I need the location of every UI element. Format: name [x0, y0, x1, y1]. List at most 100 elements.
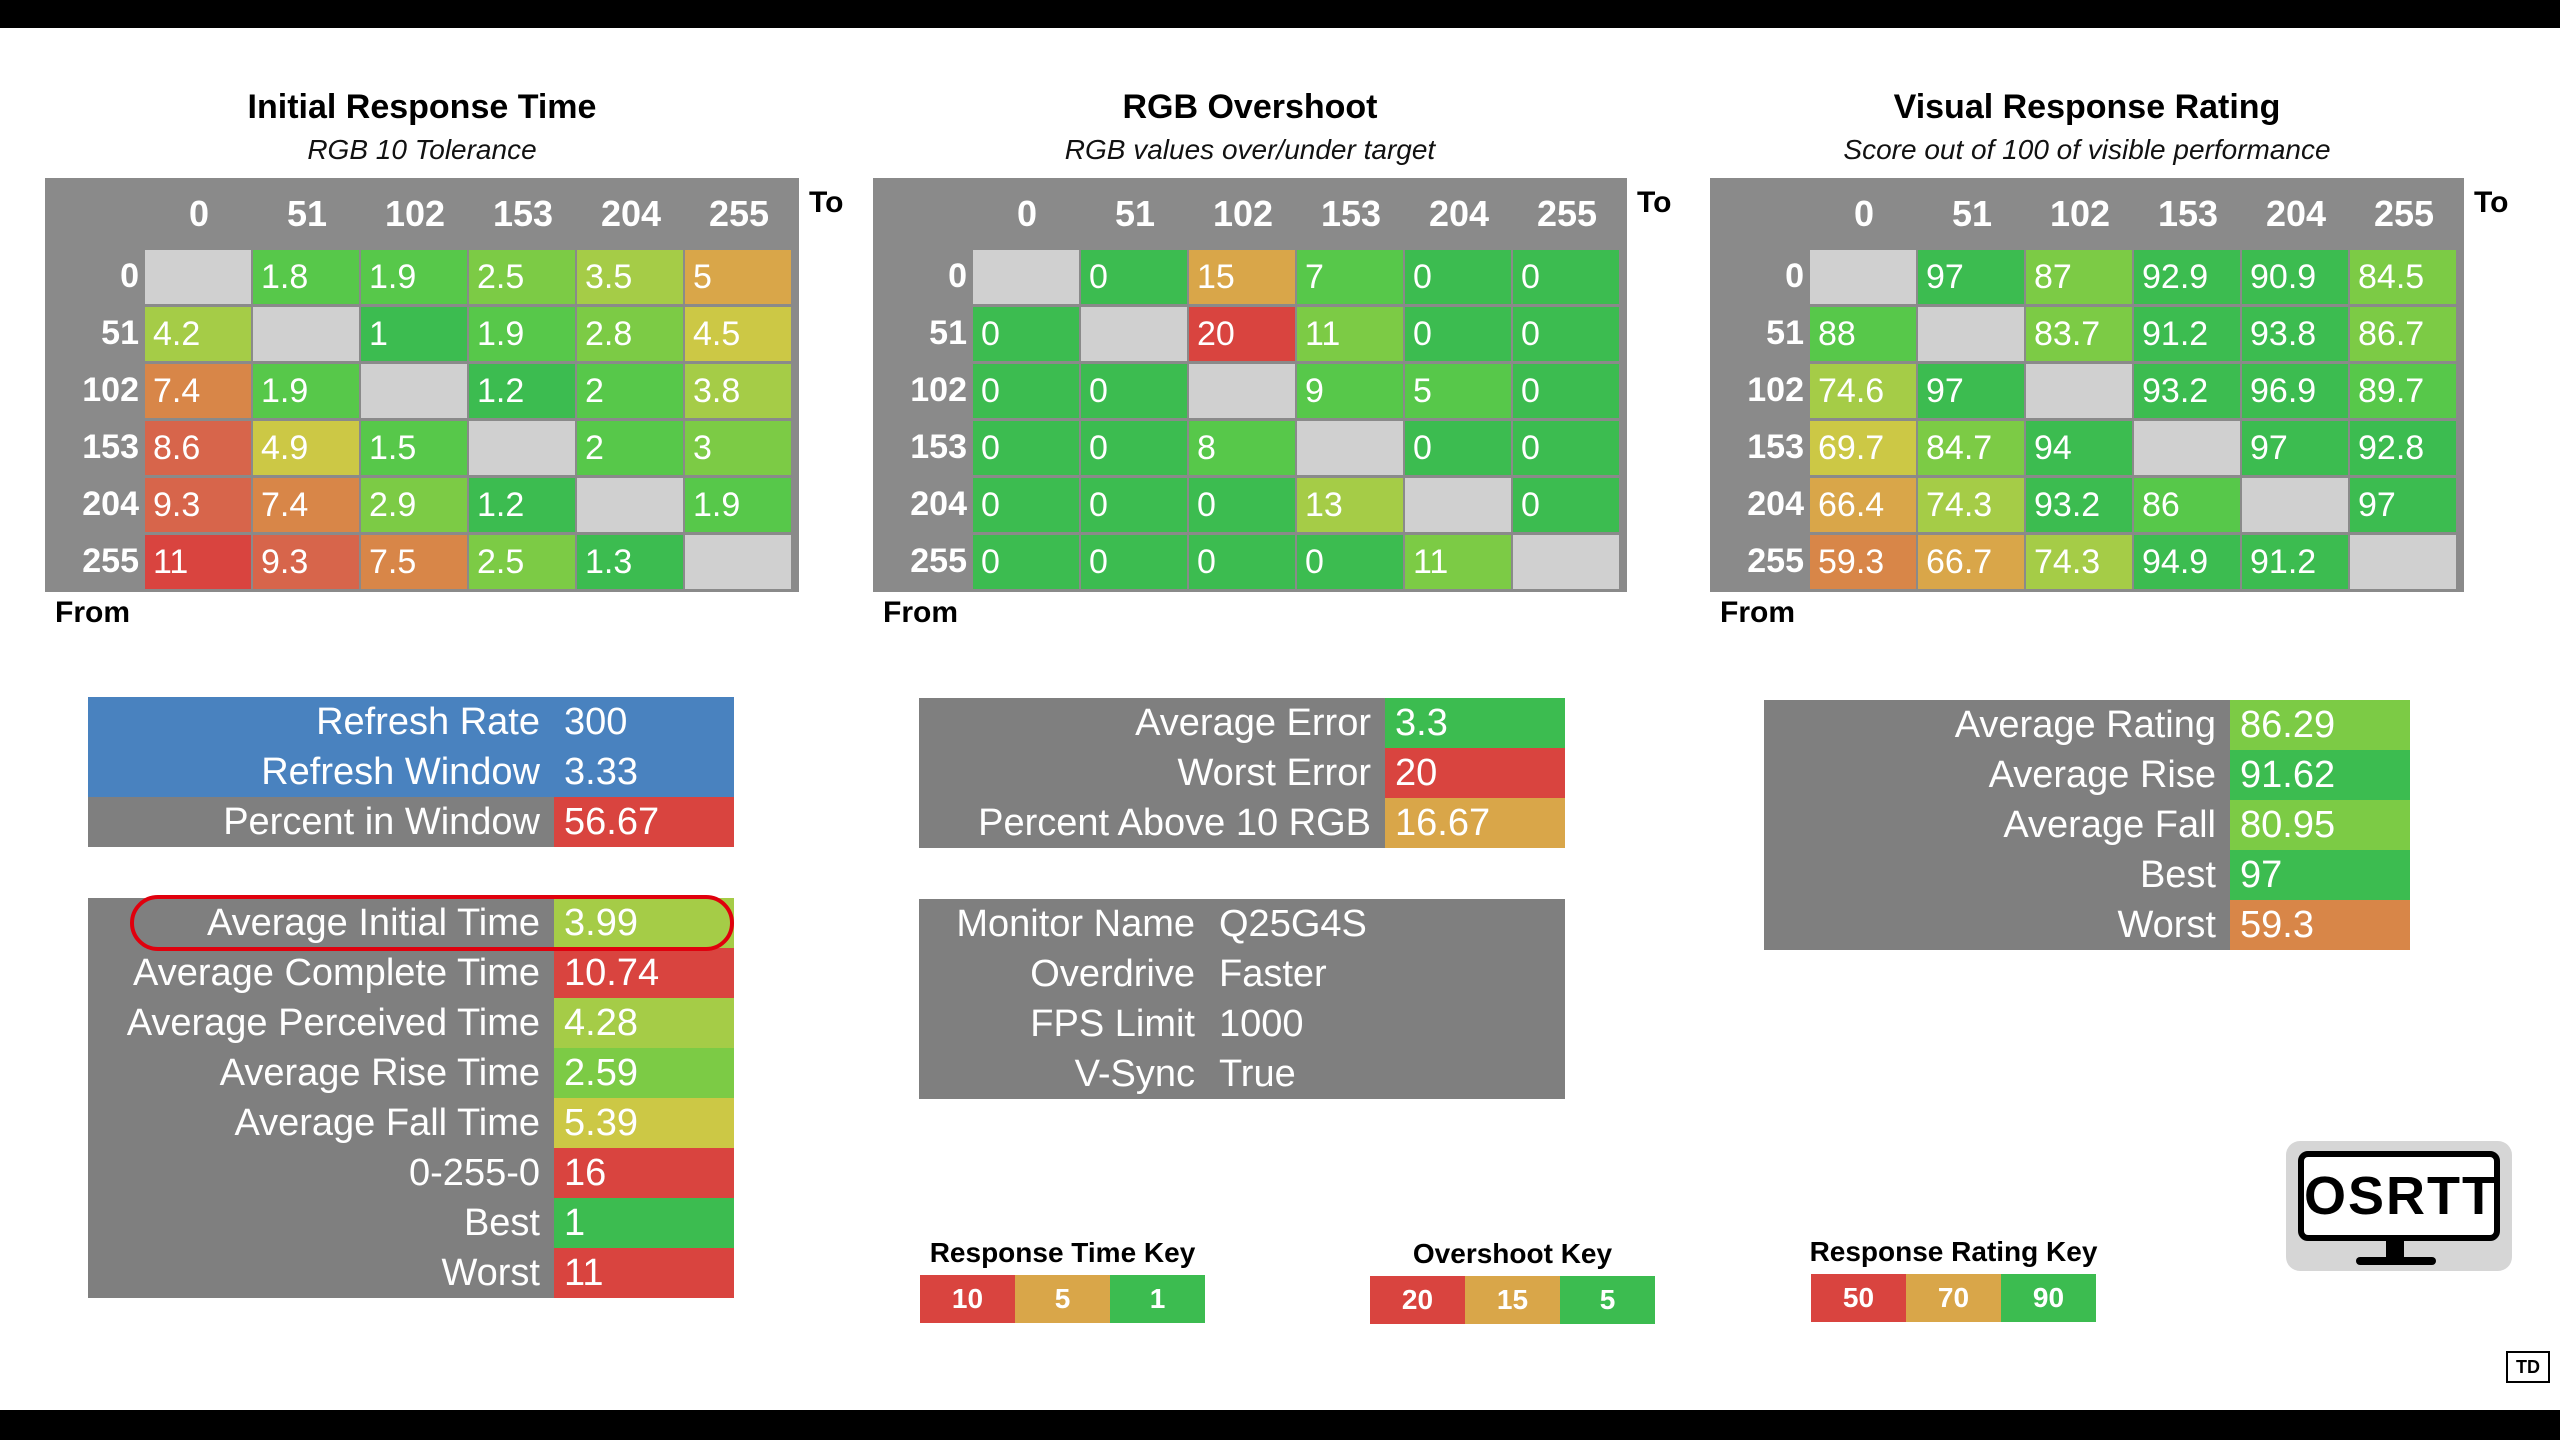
- col-header: 102: [1212, 193, 1274, 234]
- heatmap-cell: 0: [1513, 421, 1619, 475]
- row-header: 51: [101, 314, 139, 352]
- heatmap-cell: 92.8: [2350, 421, 2456, 475]
- rating-summary-panel-row: Worst 59.3: [1764, 900, 2410, 950]
- refresh-summary-panel-row: Refresh Rate 300: [88, 697, 734, 747]
- heatmap-cell: 20: [1189, 307, 1295, 361]
- monitor-info-panel-label: Overdrive: [919, 949, 1209, 999]
- heatmap-cell: [253, 307, 359, 361]
- heatmap-cell: 93.2: [2026, 478, 2132, 532]
- heatmap-cell: 5: [1405, 364, 1511, 418]
- table-subtitle: RGB 10 Tolerance: [307, 134, 537, 165]
- rating-summary-panel-value: 97: [2230, 850, 2410, 900]
- response-time-summary-panel-row: Best 1: [88, 1198, 734, 1248]
- row-header: 0: [120, 257, 139, 295]
- col-header: 255: [2373, 193, 2435, 234]
- overshoot-summary-panel: Average Error 3.3 Worst Error 20 Percent Abo…: [919, 698, 1565, 848]
- heatmap-grid-initial-response-time: 0 51 102 153 204 255 0 51 102 153 204 255 1.8 1.9 2.5 3…: [45, 178, 799, 592]
- heatmap-cell: 1.9: [685, 478, 791, 532]
- heatmap-cell: 0: [1405, 421, 1511, 475]
- heatmap-cell: 0: [1405, 250, 1511, 304]
- overshoot-summary-panel-row: Worst Error 20: [919, 748, 1565, 798]
- key-swatch: 5: [1015, 1275, 1110, 1323]
- heatmap-cell: [1297, 421, 1403, 475]
- heatmap-grid-visual-response-rating: 0 51 102 153 204 255 0 51 102 153 204 255 97 87 92.9 90…: [1710, 178, 2464, 592]
- rating-summary-panel: Average Rating 86.29 Average Rise 91.62 Aver…: [1764, 700, 2410, 950]
- row-header: 51: [1766, 314, 1804, 352]
- response-time-summary-panel-row: 0-255-0 16: [88, 1148, 734, 1198]
- row-header: 102: [910, 371, 967, 409]
- heatmap-cell: 90.9: [2242, 250, 2348, 304]
- table-title: Initial Response Time: [247, 88, 597, 126]
- row-header: 204: [82, 485, 139, 523]
- heatmap-cell: [1513, 535, 1619, 589]
- key-title: Overshoot Key: [1412, 1238, 1613, 1269]
- heatmap-cell: 83.7: [2026, 307, 2132, 361]
- col-header: 153: [2157, 193, 2219, 234]
- heatmap-cell: 1.8: [253, 250, 359, 304]
- heatmap-cell: 0: [973, 478, 1079, 532]
- rating-summary-panel-row: Average Fall 80.95: [1764, 800, 2410, 850]
- heatmap-cell: [2350, 535, 2456, 589]
- heatmap-cell: 84.5: [2350, 250, 2456, 304]
- heatmap-cell: 0: [1405, 307, 1511, 361]
- heatmap-cell: 0: [1297, 535, 1403, 589]
- row-header: 204: [1747, 485, 1804, 523]
- refresh-summary-panel-label: Refresh Rate: [88, 697, 554, 747]
- heatmap-cell: 4.9: [253, 421, 359, 475]
- heatmap-cell: 5: [685, 250, 791, 304]
- response-time-summary-panel-label: Average Rise Time: [88, 1048, 554, 1098]
- heatmap-cell: 89.7: [2350, 364, 2456, 418]
- col-header: 255: [708, 193, 770, 234]
- key-title: Response Rating Key: [1809, 1236, 2098, 1267]
- heatmap-cell: 0: [1189, 535, 1295, 589]
- rating-summary-panel-value: 86.29: [2230, 700, 2410, 750]
- heatmap-cell: 74.6: [1810, 364, 1916, 418]
- table-title: RGB Overshoot: [1122, 88, 1378, 126]
- response-time-summary-panel-row: Average Fall Time 5.39: [88, 1098, 734, 1148]
- heatmap-cell: 8: [1189, 421, 1295, 475]
- refresh-summary-panel: Refresh Rate 300 Refresh Window 3.33 Percent…: [88, 697, 734, 847]
- heatmap-cell: 0: [1513, 307, 1619, 361]
- overshoot-summary-panel-label: Percent Above 10 RGB: [919, 798, 1385, 848]
- response-time-summary-panel-label: Average Complete Time: [88, 948, 554, 998]
- row-header: 153: [910, 428, 967, 466]
- response-time-summary-panel-value: 5.39: [554, 1098, 734, 1148]
- heatmap-cell: 11: [145, 535, 251, 589]
- heatmap-cell: [1405, 478, 1511, 532]
- highlight-ring: [130, 895, 734, 951]
- heatmap-cell: 0: [973, 307, 1079, 361]
- heatmap-cell: 0: [973, 535, 1079, 589]
- heatmap-cell: 97: [1918, 364, 2024, 418]
- monitor-info-panel: Monitor Name Q25G4S Overdrive Faster FPS Lim…: [919, 899, 1565, 1099]
- heatmap-cell: 2.5: [469, 535, 575, 589]
- row-header: 102: [82, 371, 139, 409]
- response-time-summary-panel-label: Average Fall Time: [88, 1098, 554, 1148]
- heatmap-cell: 86.7: [2350, 307, 2456, 361]
- heatmap-cell: 1.3: [577, 535, 683, 589]
- logo-monitor-stand: [2386, 1241, 2404, 1259]
- rating-summary-panel-label: Average Fall: [1764, 800, 2230, 850]
- heatmap-cell: 7.4: [145, 364, 251, 418]
- heatmap-cell: 1.2: [469, 364, 575, 418]
- rating-summary-panel-value: 80.95: [2230, 800, 2410, 850]
- heatmap-cell: 0: [973, 364, 1079, 418]
- heatmap-cell: 2.8: [577, 307, 683, 361]
- rating-summary-panel-label: Worst: [1764, 900, 2230, 950]
- overshoot-summary-panel-label: Worst Error: [919, 748, 1385, 798]
- from-axis-label: From: [55, 596, 130, 629]
- col-header: 204: [600, 193, 662, 234]
- heatmap-cell: 87: [2026, 250, 2132, 304]
- monitor-info-panel-label: Monitor Name: [919, 899, 1209, 949]
- refresh-summary-panel-label: Percent in Window: [88, 797, 554, 847]
- rating-summary-panel-value: 59.3: [2230, 900, 2410, 950]
- response-time-summary-panel-value: 4.28: [554, 998, 734, 1048]
- rating-summary-panel-row: Average Rating 86.29: [1764, 700, 2410, 750]
- heatmap-cell: [1918, 307, 2024, 361]
- refresh-summary-panel-value: 300: [554, 697, 734, 747]
- monitor-info-panel-value: True: [1209, 1049, 1565, 1099]
- monitor-info-panel-row: Overdrive Faster: [919, 949, 1565, 999]
- heatmap-cell: [1189, 364, 1295, 418]
- response-time-summary-panel-row: Average Complete Time 10.74: [88, 948, 734, 998]
- heatmap-cell: 0: [1081, 421, 1187, 475]
- heatmap-cell: [1081, 307, 1187, 361]
